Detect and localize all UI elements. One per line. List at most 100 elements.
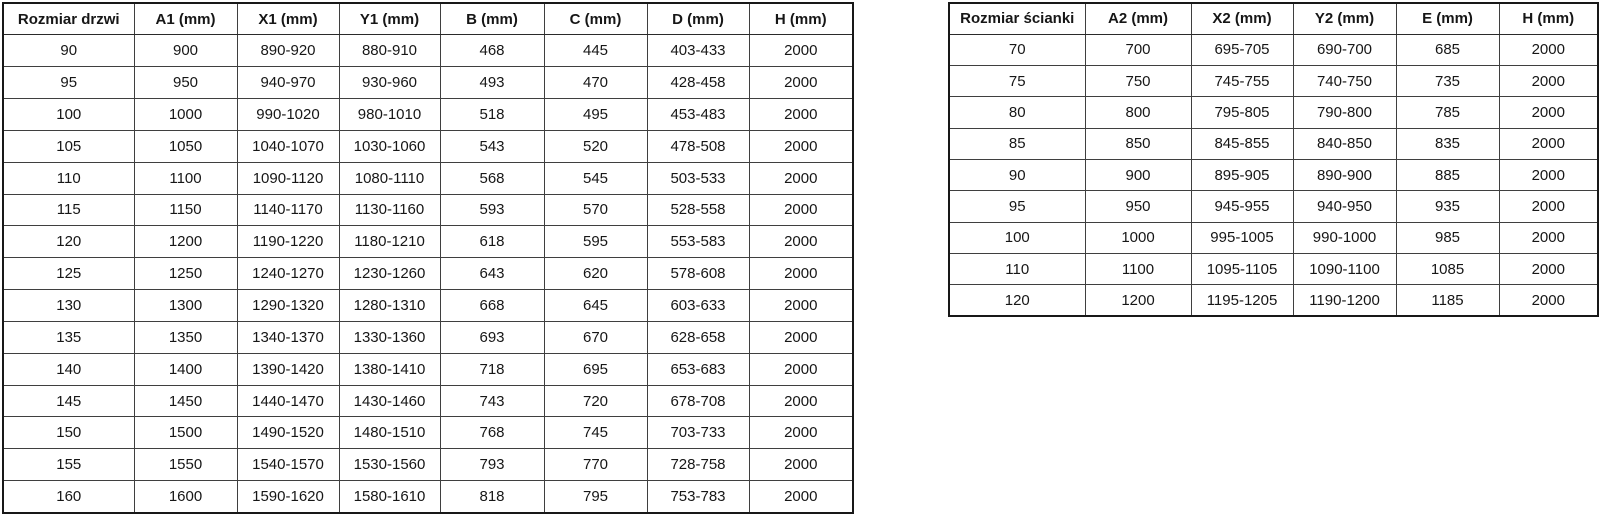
column-header: X2 (mm): [1190, 2, 1294, 35]
table-cell: 2000: [1498, 158, 1599, 192]
header-row: Rozmiar ścianki A2 (mm) X2 (mm) Y2 (mm) E (m…: [948, 2, 1599, 35]
table-cell: 795: [543, 480, 648, 513]
table-cell: 593: [439, 193, 545, 227]
table-cell: 2000: [748, 257, 854, 291]
table-cell: 95: [2, 66, 135, 100]
table-cell: 693: [439, 320, 545, 354]
table-row: 85 850 845-855 840-850 835 2000: [948, 127, 1599, 160]
table-cell: 2000: [748, 384, 854, 418]
table-cell: 2000: [1498, 252, 1599, 286]
table-row: 150 1500 1490-1520 1480-1510 768 745 703-733 20…: [2, 416, 854, 450]
table-cell: 695-705: [1190, 33, 1294, 67]
table-cell: 2000: [1498, 96, 1599, 129]
table-cell: 1140-1170: [236, 193, 340, 227]
table-cell: 1280-1310: [338, 289, 441, 322]
table-cell: 2000: [1498, 284, 1599, 317]
table-cell: 1050: [133, 129, 238, 163]
table-cell: 595: [543, 225, 648, 259]
table-cell: 990-1000: [1292, 221, 1397, 254]
table-cell: 1190-1200: [1292, 284, 1397, 317]
table-cell: 1030-1060: [338, 129, 441, 163]
table-cell: 2000: [748, 34, 854, 68]
table-cell: 553-583: [646, 225, 750, 259]
table-cell: 945-955: [1190, 190, 1294, 223]
table-cell: 1090-1120: [236, 161, 340, 195]
table-cell: 670: [543, 320, 648, 354]
table-cell: 2000: [1498, 127, 1599, 160]
table-cell: 518: [439, 98, 545, 131]
table-cell: 740-750: [1292, 65, 1397, 98]
table-cell: 478-508: [646, 129, 750, 163]
table-cell: 753-783: [646, 480, 750, 513]
table-cell: 1430-1460: [338, 384, 441, 418]
table-cell: 495: [543, 98, 648, 131]
table-cell: 1200: [1084, 284, 1192, 317]
table-row: 75 750 745-755 740-750 735 2000: [948, 65, 1599, 98]
table-cell: 1195-1205: [1190, 284, 1294, 317]
door-size-table: Rozmiar drzwi A1 (mm) X1 (mm) Y1 (mm) B (mm)…: [2, 2, 854, 514]
table-cell: 1440-1470: [236, 384, 340, 418]
table-cell: 1185: [1395, 284, 1500, 317]
table-cell: 2000: [1498, 65, 1599, 98]
table-cell: 785: [1395, 96, 1500, 129]
table-cell: 428-458: [646, 66, 750, 100]
table-cell: 718: [439, 352, 545, 386]
table-cell: 95: [948, 190, 1086, 223]
table-cell: 940-970: [236, 66, 340, 100]
table-cell: 1480-1510: [338, 416, 441, 450]
table-cell: 1540-1570: [236, 448, 340, 482]
table-cell: 618: [439, 225, 545, 259]
table-cell: 2000: [748, 98, 854, 131]
table-cell: 1240-1270: [236, 257, 340, 291]
table-cell: 1190-1220: [236, 225, 340, 259]
table-cell: 1090-1100: [1292, 252, 1397, 286]
table-cell: 1000: [133, 98, 238, 131]
table-cell: 2000: [748, 129, 854, 163]
table-cell: 685: [1395, 33, 1500, 67]
table-cell: 768: [439, 416, 545, 450]
table-cell: 1380-1410: [338, 352, 441, 386]
table-cell: 570: [543, 193, 648, 227]
table-cell: 850: [1084, 127, 1192, 160]
table-row: 155 1550 1540-1570 1530-1560 793 770 728-758 20…: [2, 448, 854, 482]
table-cell: 743: [439, 384, 545, 418]
table-cell: 1085: [1395, 252, 1500, 286]
table-cell: 2000: [748, 193, 854, 227]
table-cell: 90: [948, 158, 1086, 192]
column-header: B (mm): [439, 2, 545, 36]
table-cell: 895-905: [1190, 158, 1294, 192]
table-cell: 1100: [133, 161, 238, 195]
table-cell: 1500: [133, 416, 238, 450]
table-cell: 1095-1105: [1190, 252, 1294, 286]
table-cell: 105: [2, 129, 135, 163]
table-cell: 645: [543, 289, 648, 322]
table-cell: 840-850: [1292, 127, 1397, 160]
table-cell: 890-900: [1292, 158, 1397, 192]
table-cell: 935: [1395, 190, 1500, 223]
table-row: 90 900 895-905 890-900 885 2000: [948, 158, 1599, 192]
table-cell: 2000: [1498, 190, 1599, 223]
table-cell: 1580-1610: [338, 480, 441, 513]
table-cell: 90: [2, 34, 135, 68]
wall-size-table: Rozmiar ścianki A2 (mm) X2 (mm) Y2 (mm) E (m…: [948, 2, 1599, 317]
table-cell: 568: [439, 161, 545, 195]
table-cell: 770: [543, 448, 648, 482]
table-cell: 653-683: [646, 352, 750, 386]
column-header: Y1 (mm): [338, 2, 441, 36]
header-row: Rozmiar drzwi A1 (mm) X1 (mm) Y1 (mm) B (mm)…: [2, 2, 854, 36]
table-cell: 115: [2, 193, 135, 227]
table-row: 135 1350 1340-1370 1330-1360 693 670 628-658 20…: [2, 320, 854, 354]
table-cell: 85: [948, 127, 1086, 160]
column-header: A1 (mm): [133, 2, 238, 36]
table-cell: 403-433: [646, 34, 750, 68]
table-cell: 543: [439, 129, 545, 163]
table-cell: 1080-1110: [338, 161, 441, 195]
table-cell: 900: [1084, 158, 1192, 192]
table-cell: 2000: [748, 320, 854, 354]
table-cell: 2000: [748, 66, 854, 100]
table-row: 125 1250 1240-1270 1230-1260 643 620 578-608 20…: [2, 257, 854, 291]
table-cell: 2000: [748, 448, 854, 482]
table-cell: 728-758: [646, 448, 750, 482]
table-cell: 690-700: [1292, 33, 1397, 67]
